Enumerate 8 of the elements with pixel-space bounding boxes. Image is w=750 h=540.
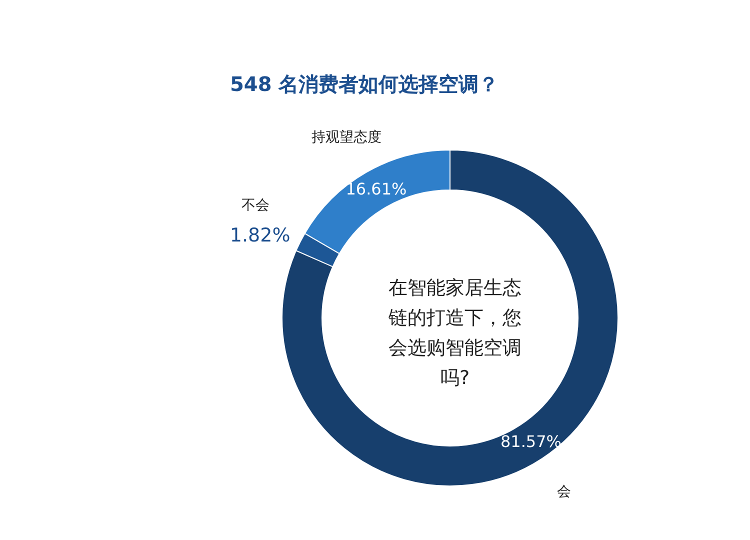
- data-label: 81.57%: [500, 432, 562, 451]
- data-label: 1.82%: [230, 224, 290, 247]
- data-label: 16.61%: [346, 180, 407, 199]
- slice-label: 不会: [242, 197, 270, 214]
- slice-label: 会: [556, 484, 571, 500]
- chart-title: 548 名消费者如何选择空调？: [230, 72, 499, 96]
- slice-label: 持观望态度: [311, 130, 382, 146]
- text: 在智能家居生态链的打造下，您会选购智能空调吗?: [388, 277, 522, 389]
